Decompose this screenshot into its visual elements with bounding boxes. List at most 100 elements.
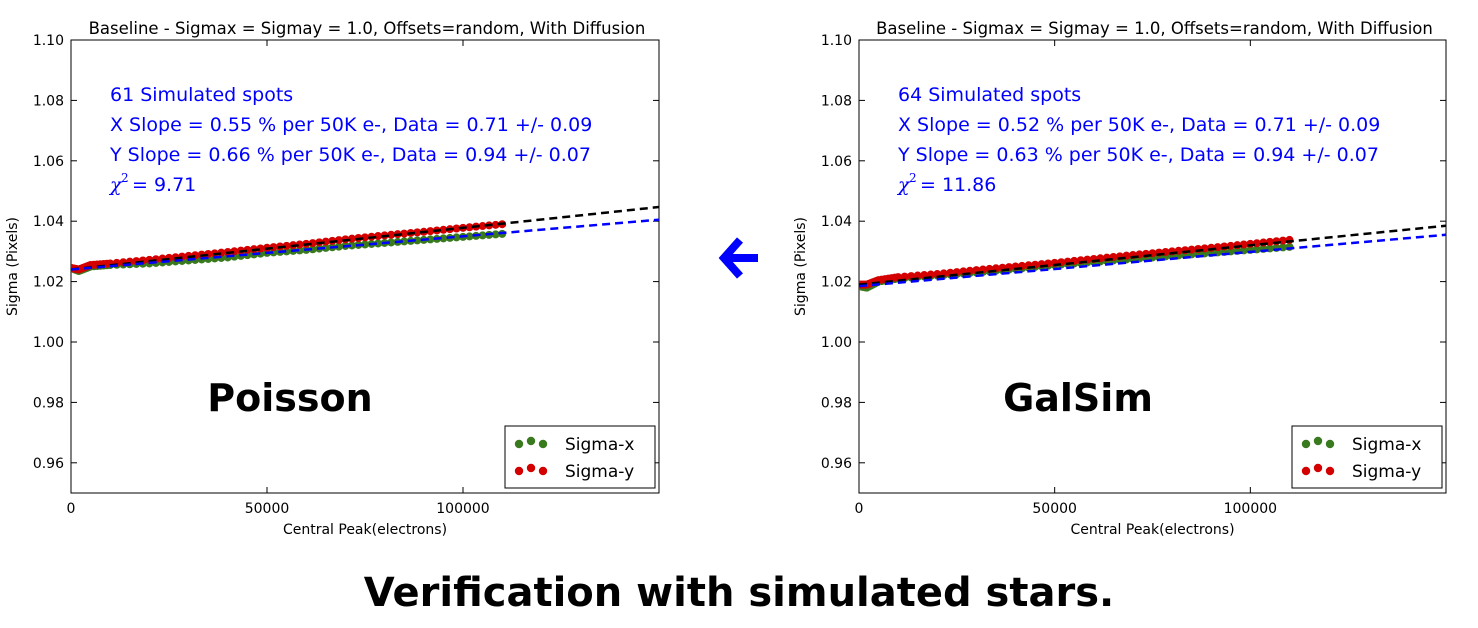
method-label: Poisson (207, 376, 372, 420)
data-point (347, 241, 356, 250)
x-axis-label: Central Peak(electrons) (1070, 522, 1234, 538)
data-point (894, 273, 903, 282)
x-tick-label: 50000 (1032, 501, 1077, 517)
series-sigma-x (71, 229, 507, 276)
data-point (478, 231, 487, 240)
fit-line (859, 224, 1446, 286)
y-tick-label: 0.96 (33, 456, 64, 472)
chi2-exponent: 2 (909, 171, 917, 185)
series-sigma-x (859, 242, 1294, 292)
chart-2: Baseline - Sigmax = Sigmay = 1.0, Offset… (793, 19, 1447, 538)
plot-frame (858, 39, 1447, 494)
y-tick-label: 1.02 (821, 275, 852, 291)
legend: Sigma-x Sigma-y (504, 425, 656, 489)
data-point (465, 232, 474, 241)
data-point (308, 245, 317, 254)
legend-box (1291, 425, 1443, 489)
chart-1: Baseline - Sigmax = Sigmay = 1.0, Offset… (5, 19, 660, 538)
x-tick-label: 100000 (436, 501, 489, 517)
data-point (900, 272, 909, 281)
legend-marker (538, 466, 548, 476)
plot-frame (70, 39, 660, 494)
data-point (374, 239, 383, 248)
legend: Sigma-x Sigma-y (1291, 425, 1443, 489)
chi2-exponent: 2 (121, 171, 129, 185)
data-point (334, 242, 343, 251)
legend-marker (526, 463, 536, 473)
legend-label: Sigma-y (1352, 462, 1421, 482)
y-tick-label: 0.98 (821, 395, 852, 411)
legend-marker (1301, 466, 1311, 476)
data-point (413, 236, 422, 245)
y-tick-label: 1.04 (821, 214, 852, 230)
data-point (400, 229, 409, 238)
y-tick-label: 1.06 (821, 154, 852, 170)
legend-marker (1313, 463, 1323, 473)
fit-line (71, 205, 659, 271)
data-point (426, 235, 435, 244)
series-sigma-y (859, 235, 1294, 289)
data-point (321, 243, 330, 252)
y-tick-label: 1.06 (33, 154, 64, 170)
chi2-value: = 11.86 (920, 174, 996, 196)
y-tick-label: 1.10 (821, 33, 852, 49)
annotation-line: X Slope = 0.52 % per 50K e-, Data = 0.71… (898, 114, 1380, 136)
legend-marker (1325, 466, 1335, 476)
legend-label: Sigma-y (565, 462, 634, 482)
y-tick-label: 1.08 (821, 93, 852, 109)
y-tick-label: 1.00 (821, 335, 852, 351)
legend-marker (514, 439, 524, 449)
chi2-symbol: χ (108, 174, 123, 196)
data-point (913, 271, 922, 280)
annotation-line: X Slope = 0.55 % per 50K e-, Data = 0.71… (110, 114, 592, 136)
y-tick-label: 1.04 (33, 214, 64, 230)
legend-marker (1325, 439, 1335, 449)
x-axis-label: Central Peak(electrons) (283, 522, 447, 538)
data-point (439, 225, 448, 234)
data-layer (859, 224, 1446, 292)
data-point (491, 230, 500, 239)
legend-marker (526, 436, 536, 446)
y-axis-label: Sigma (Pixels) (5, 217, 21, 316)
y-tick-label: 1.08 (33, 93, 64, 109)
data-point (491, 220, 500, 229)
y-tick-label: 1.10 (33, 33, 64, 49)
data-point (426, 227, 435, 236)
data-point (1278, 236, 1287, 245)
data-layer (71, 205, 659, 276)
chart-title: Baseline - Sigmax = Sigmay = 1.0, Offset… (89, 19, 646, 38)
data-point (361, 240, 369, 249)
method-label: GalSim (1003, 376, 1153, 420)
figure-caption: Verification with simulated stars. (363, 570, 1115, 616)
data-point (413, 228, 422, 237)
legend-box (504, 425, 656, 489)
data-point (400, 237, 409, 246)
legend-label: Sigma-x (565, 435, 634, 455)
legend-marker (514, 466, 524, 476)
y-axis-label: Sigma (Pixels) (793, 217, 809, 316)
data-point (295, 246, 304, 255)
data-point (478, 222, 487, 231)
annotation-line: Y Slope = 0.66 % per 50K e-, Data = 0.94… (109, 144, 591, 166)
chart-title: Baseline - Sigmax = Sigmay = 1.0, Offset… (876, 19, 1433, 38)
annotation-line: 61 Simulated spots (110, 84, 293, 106)
annotation-line: Y Slope = 0.63 % per 50K e-, Data = 0.94… (897, 144, 1379, 166)
annotation-line: 64 Simulated spots (898, 84, 1081, 106)
legend-marker (1301, 439, 1311, 449)
x-tick-label: 50000 (245, 501, 290, 517)
fit-line (71, 218, 659, 271)
data-point (387, 238, 396, 247)
y-tick-label: 1.00 (33, 335, 64, 351)
data-point (452, 233, 461, 242)
data-point (465, 223, 474, 232)
chi2-symbol: χ (896, 174, 911, 196)
x-tick-label: 100000 (1224, 501, 1277, 517)
legend-marker (538, 439, 548, 449)
x-tick-label: 0 (855, 501, 864, 517)
data-point (439, 234, 448, 243)
legend-label: Sigma-x (1352, 435, 1421, 455)
left-arrow-icon (718, 237, 758, 279)
y-tick-label: 0.96 (821, 456, 852, 472)
chi2-value: = 9.71 (132, 174, 196, 196)
